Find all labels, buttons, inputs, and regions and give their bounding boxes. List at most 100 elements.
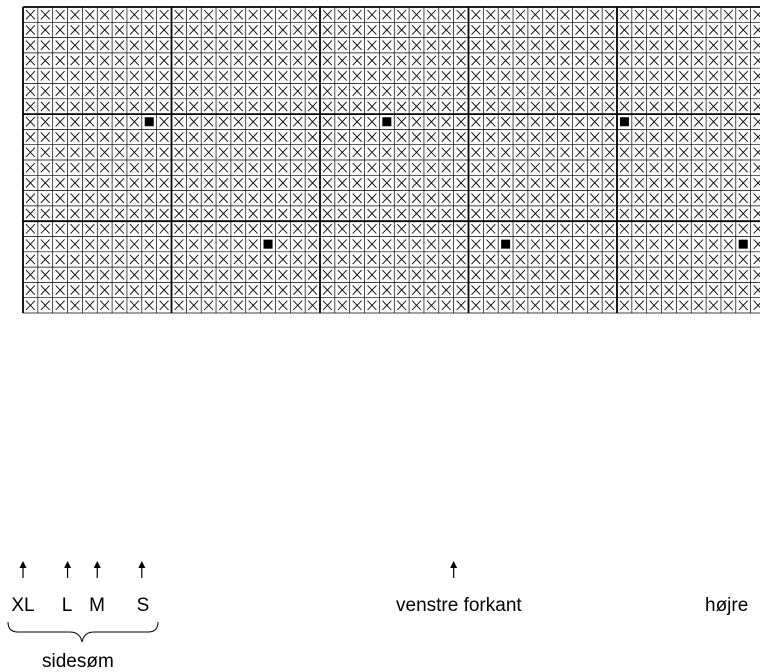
stitch-x — [426, 285, 437, 296]
stitch-x — [278, 101, 288, 112]
stitch-x — [530, 86, 541, 97]
stitch-x — [337, 101, 348, 112]
stitch-x — [604, 177, 615, 188]
stitch-x — [471, 116, 481, 127]
stitch-x — [367, 223, 377, 234]
stitch-x — [99, 132, 110, 143]
stitch-x — [233, 55, 244, 66]
stitch-x — [203, 193, 214, 204]
stitch-x — [25, 239, 36, 250]
stitch-x — [382, 254, 392, 265]
stitch-x — [456, 147, 466, 158]
stitch-x — [25, 70, 36, 81]
stitch-x — [693, 285, 704, 296]
stitch-x — [278, 70, 288, 81]
stitch-x — [25, 116, 36, 127]
stitch-x — [486, 208, 496, 219]
stitch-x — [679, 285, 689, 296]
stitch-x — [441, 40, 451, 51]
stitch-x — [723, 86, 734, 97]
stitch-x — [515, 86, 526, 97]
stitch-x — [233, 162, 244, 173]
stitch-x — [575, 208, 585, 219]
stitch-x — [441, 101, 451, 112]
stitch-x — [486, 101, 496, 112]
stitch-x — [129, 147, 140, 158]
arrow-xl — [19, 561, 27, 578]
stitch-x — [352, 177, 362, 188]
stitch-x — [545, 55, 555, 66]
stitch-x — [263, 24, 273, 35]
stitch-x — [55, 147, 65, 158]
stitch-x — [278, 40, 288, 51]
stitch-x — [322, 147, 333, 158]
stitch-x — [189, 147, 199, 158]
stitch-x — [441, 9, 451, 20]
stitch-x — [723, 147, 734, 158]
stitch-x — [159, 132, 169, 143]
stitch-x — [278, 24, 288, 35]
stitch-x — [70, 40, 80, 51]
stitch-x — [471, 40, 481, 51]
stitch-x — [337, 86, 348, 97]
sidesom-brace — [7, 621, 159, 643]
stitch-x — [486, 40, 496, 51]
stitch-x — [545, 147, 555, 158]
stitch-x — [352, 285, 362, 296]
stitch-x — [218, 70, 229, 81]
stitch-x — [322, 86, 333, 97]
stitch-x — [129, 193, 140, 204]
stitch-x — [203, 269, 214, 280]
stitch-x — [159, 162, 169, 173]
stitch-x — [233, 254, 244, 265]
stitch-x — [693, 86, 704, 97]
stitch-x — [218, 40, 229, 51]
stitch-x — [352, 254, 362, 265]
stitch-x — [55, 132, 65, 143]
stitch-x — [723, 24, 734, 35]
stitch-x — [233, 70, 244, 81]
stitch-x — [396, 116, 407, 127]
stitch-x — [723, 208, 734, 219]
stitch-x — [367, 177, 377, 188]
stitch-x — [233, 101, 244, 112]
stitch-x — [129, 177, 140, 188]
stitch-x — [99, 254, 110, 265]
stitch-x — [411, 177, 422, 188]
stitch-x — [203, 40, 214, 51]
stitch-x — [99, 40, 110, 51]
stitch-x — [471, 132, 481, 143]
stitch-x — [278, 254, 288, 265]
stitch-x — [560, 269, 570, 280]
stitch-x — [189, 177, 199, 188]
stitch-x — [307, 254, 318, 265]
stitch-x — [500, 55, 511, 66]
stitch-x — [40, 177, 51, 188]
stitch-x — [292, 132, 303, 143]
arrow-s — [138, 561, 146, 578]
stitch-x — [426, 9, 437, 20]
stitch-x — [545, 132, 555, 143]
stitch-x — [471, 208, 481, 219]
stitch-x — [174, 162, 184, 173]
stitch-x — [99, 86, 110, 97]
stitch-x — [441, 116, 451, 127]
stitch-x — [589, 40, 600, 51]
stitch-x — [278, 285, 288, 296]
stitch-x — [560, 70, 570, 81]
stitch-x — [753, 269, 760, 280]
stitch-x — [248, 300, 258, 311]
stitch-x — [634, 177, 645, 188]
stitch-x — [708, 223, 719, 234]
stitch-x — [292, 70, 303, 81]
stitch-x — [129, 9, 140, 20]
stitch-x — [367, 116, 377, 127]
stitch-x — [382, 132, 392, 143]
stitch-x — [322, 162, 333, 173]
stitch-x — [604, 55, 615, 66]
stitch-x — [99, 101, 110, 112]
stitch-x — [426, 162, 437, 173]
stitch-x — [441, 24, 451, 35]
filled-marker — [263, 239, 273, 249]
stitch-x — [649, 24, 659, 35]
